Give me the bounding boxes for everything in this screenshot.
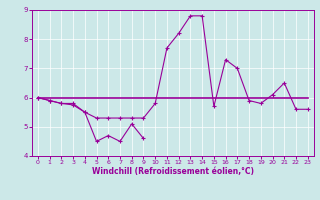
X-axis label: Windchill (Refroidissement éolien,°C): Windchill (Refroidissement éolien,°C) [92,167,254,176]
